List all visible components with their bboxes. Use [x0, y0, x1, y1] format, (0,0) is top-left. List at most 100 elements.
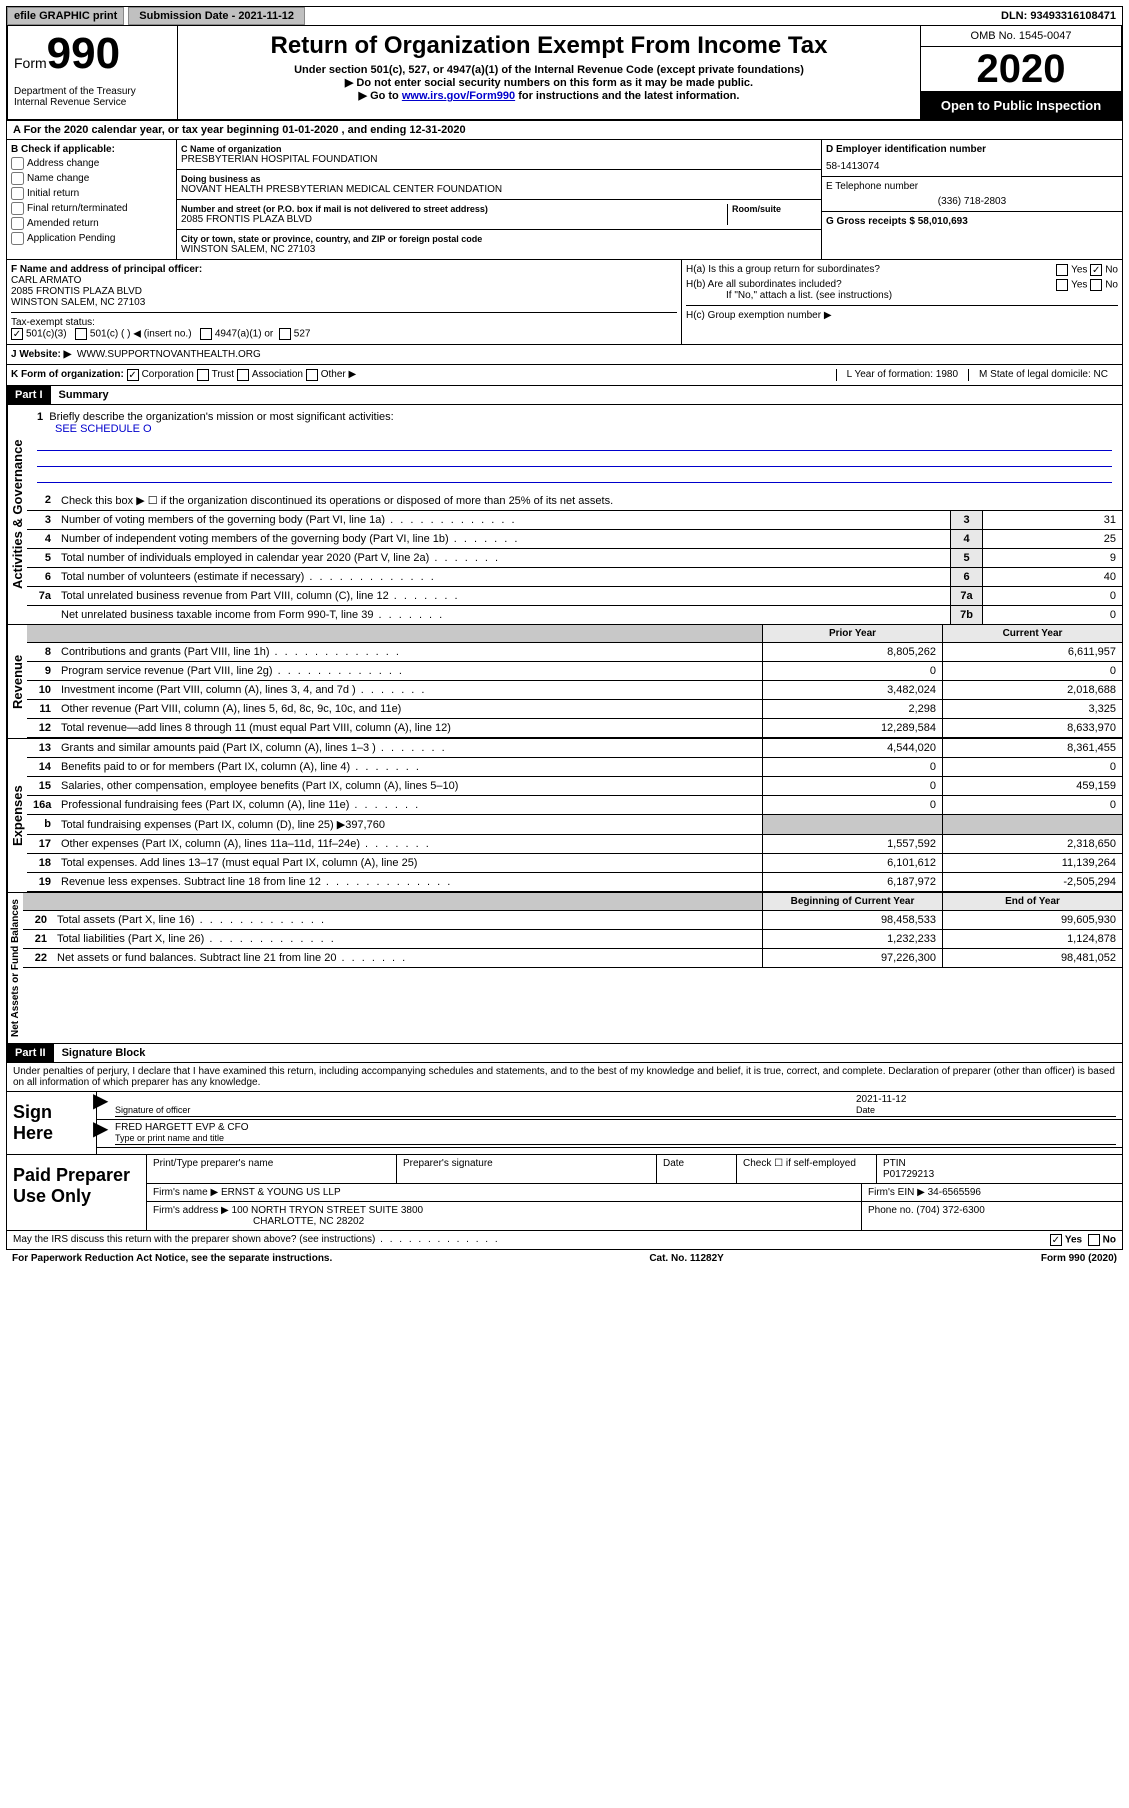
prep-sig-hdr: Preparer's signature: [397, 1155, 657, 1183]
sig-date-label: Date: [856, 1105, 875, 1115]
shade-16b-c: [942, 815, 1122, 834]
p8: 8,805,262: [762, 643, 942, 661]
net-assets-section: Net Assets or Fund Balances Beginning of…: [6, 893, 1123, 1044]
sign-here-block: Sign Here ▶ Signature of officer 2021-11…: [6, 1092, 1123, 1155]
sign-here-label: Sign Here: [7, 1092, 97, 1154]
line-1-text: Briefly describe the organization's miss…: [49, 411, 393, 423]
tax-exempt-label: Tax-exempt status:: [11, 317, 95, 328]
line-9: Program service revenue (Part VIII, line…: [57, 662, 762, 680]
officer-name: CARL ARMATO: [11, 275, 677, 286]
top-bar: efile GRAPHIC print Submission Date - 20…: [6, 6, 1123, 26]
chk-501c[interactable]: [75, 328, 87, 340]
line-7a: Total unrelated business revenue from Pa…: [57, 587, 950, 605]
row-f-h: F Name and address of principal officer:…: [6, 260, 1123, 345]
line-16b: Total fundraising expenses (Part IX, col…: [57, 815, 762, 834]
discuss-yes[interactable]: ✓: [1050, 1234, 1062, 1246]
end-year-hdr: End of Year: [942, 893, 1122, 910]
officer-addr1: 2085 FRONTIS PLAZA BLVD: [11, 286, 677, 297]
line-2: Check this box ▶ ☐ if the organization d…: [57, 491, 1122, 510]
revenue-section: Revenue Prior YearCurrent Year 8Contribu…: [6, 625, 1123, 739]
val-3: 31: [982, 511, 1122, 529]
cat-no: Cat. No. 11282Y: [649, 1253, 723, 1264]
prep-self-emp: Check ☐ if self-employed: [737, 1155, 877, 1183]
subtitle-3: Go to www.irs.gov/Form990 for instructio…: [184, 89, 914, 102]
mission-blank-line: [37, 453, 1112, 467]
paid-preparer-block: Paid Preparer Use Only Print/Type prepar…: [6, 1155, 1123, 1231]
org-name: PRESBYTERIAN HOSPITAL FOUNDATION: [181, 154, 817, 165]
chk-application-pending[interactable]: Application Pending: [11, 232, 172, 245]
h-c: H(c) Group exemption number ▶: [686, 305, 1118, 321]
chk-trust[interactable]: [197, 369, 209, 381]
chk-other[interactable]: [306, 369, 318, 381]
l-year-formation: L Year of formation: 1980: [836, 369, 968, 381]
chk-501c3[interactable]: ✓: [11, 328, 23, 340]
chk-4947[interactable]: [200, 328, 212, 340]
prep-date-hdr: Date: [657, 1155, 737, 1183]
hb-no[interactable]: [1090, 279, 1102, 291]
line-14: Benefits paid to or for members (Part IX…: [57, 758, 762, 776]
line-5: Total number of individuals employed in …: [57, 549, 950, 567]
c17: 2,318,650: [942, 835, 1122, 853]
c19: -2,505,294: [942, 873, 1122, 891]
side-revenue: Revenue: [7, 625, 27, 738]
expenses-section: Expenses 13Grants and similar amounts pa…: [6, 739, 1123, 893]
h-b: H(b) Are all subordinates included? Yes …: [686, 279, 1118, 290]
side-net-assets: Net Assets or Fund Balances: [7, 893, 23, 1043]
dba-label: Doing business as: [181, 174, 817, 184]
line-17: Other expenses (Part IX, column (A), lin…: [57, 835, 762, 853]
chk-527[interactable]: [279, 328, 291, 340]
paid-preparer-label: Paid Preparer Use Only: [7, 1155, 147, 1230]
firm-ein: 34-6565596: [928, 1187, 981, 1198]
p15: 0: [762, 777, 942, 795]
signature-declaration: Under penalties of perjury, I declare th…: [6, 1063, 1123, 1092]
shade-16b-p: [762, 815, 942, 834]
p14: 0: [762, 758, 942, 776]
discuss-no[interactable]: [1088, 1234, 1100, 1246]
irs-link[interactable]: www.irs.gov/Form990: [402, 90, 515, 102]
part-1-badge: Part I: [7, 386, 51, 404]
chk-name-change[interactable]: Name change: [11, 172, 172, 185]
ha-no[interactable]: ✓: [1090, 264, 1102, 276]
ptin-label: PTIN: [883, 1158, 906, 1169]
dept-treasury: Department of the Treasury Internal Reve…: [14, 86, 171, 108]
part-2-badge: Part II: [7, 1044, 54, 1062]
firm-phone-label: Phone no.: [868, 1205, 914, 1216]
chk-corp[interactable]: ✓: [127, 369, 139, 381]
subtitle-1: Under section 501(c), 527, or 4947(a)(1)…: [184, 64, 914, 76]
form-number: 990: [47, 29, 120, 78]
k-label: K Form of organization:: [11, 369, 124, 381]
chk-address-change[interactable]: Address change: [11, 157, 172, 170]
line-21: Total liabilities (Part X, line 26): [53, 930, 762, 948]
shade-cell: [27, 625, 762, 642]
b-label: B Check if applicable:: [11, 144, 172, 155]
efile-button[interactable]: efile GRAPHIC print: [7, 7, 124, 25]
sig-date: 2021-11-12: [856, 1094, 906, 1105]
m-state-domicile: M State of legal domicile: NC: [968, 369, 1118, 381]
website-value: WWW.SUPPORTNOVANTHEALTH.ORG: [77, 349, 261, 360]
line-22: Net assets or fund balances. Subtract li…: [53, 949, 762, 967]
part-1-title: Summary: [51, 386, 117, 404]
b22: 97,226,300: [762, 949, 942, 967]
chk-amended[interactable]: Amended return: [11, 217, 172, 230]
line-13: Grants and similar amounts paid (Part IX…: [57, 739, 762, 757]
city-label: City or town, state or province, country…: [181, 234, 817, 244]
gross-receipts: G Gross receipts $ 58,010,693: [826, 216, 1118, 227]
chk-final-return[interactable]: Final return/terminated: [11, 202, 172, 215]
mission-blank-line: [37, 437, 1112, 451]
chk-initial-return[interactable]: Initial return: [11, 187, 172, 200]
c10: 2,018,688: [942, 681, 1122, 699]
chk-assoc[interactable]: [237, 369, 249, 381]
j-label: J Website: ▶: [11, 349, 71, 360]
b21: 1,232,233: [762, 930, 942, 948]
side-expenses: Expenses: [7, 739, 27, 892]
dln: DLN: 93493316108471: [995, 8, 1122, 24]
dba-name: NOVANT HEALTH PRESBYTERIAN MEDICAL CENTE…: [181, 184, 817, 195]
ha-yes[interactable]: [1056, 264, 1068, 276]
prep-name-hdr: Print/Type preparer's name: [147, 1155, 397, 1183]
shade-cell: [23, 893, 762, 910]
firm-name-label: Firm's name ▶: [153, 1187, 218, 1198]
c16a: 0: [942, 796, 1122, 814]
tel-value: (336) 718-2803: [826, 196, 1118, 207]
submission-date: Submission Date - 2021-11-12: [128, 7, 305, 25]
hb-yes[interactable]: [1056, 279, 1068, 291]
